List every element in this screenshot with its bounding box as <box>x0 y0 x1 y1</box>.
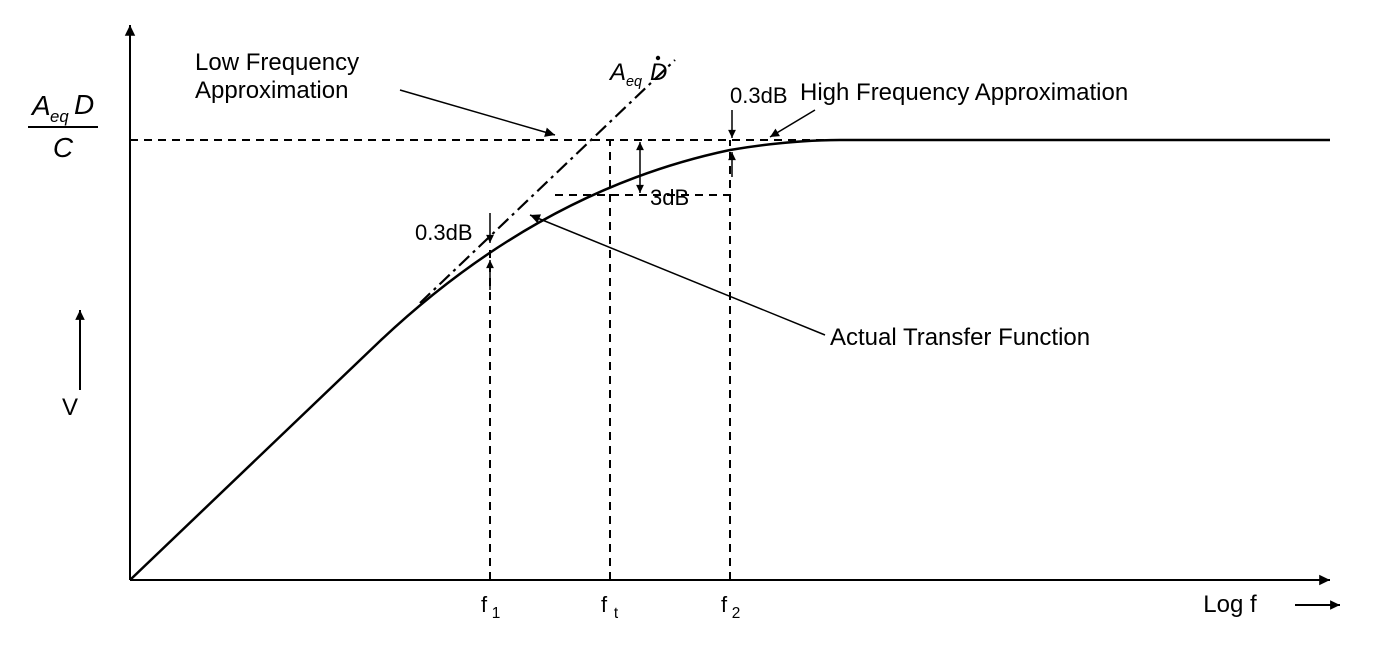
svg-text:A: A <box>608 59 626 86</box>
tick-label: ft <box>601 592 619 622</box>
svg-text:C: C <box>53 132 74 163</box>
svg-text:Actual Transfer Function: Actual Transfer Function <box>830 324 1090 351</box>
svg-text:D: D <box>650 59 667 86</box>
svg-text:D: D <box>74 89 94 120</box>
transfer-function-curve <box>130 140 1330 580</box>
svg-text:A: A <box>30 90 51 121</box>
svg-text:2: 2 <box>732 605 741 622</box>
svg-text:f: f <box>721 592 728 617</box>
svg-text:3dB: 3dB <box>650 185 689 210</box>
frequency-markers: f1ftf2 <box>481 140 740 622</box>
db-3: 3dB <box>636 142 689 210</box>
aeq-d-dot-label: Aeq D <box>608 56 667 90</box>
x-axis-label: Log f <box>1203 591 1340 618</box>
y-axis-variable: V <box>62 310 85 421</box>
svg-text:0.3dB: 0.3dB <box>415 220 473 245</box>
actual-transfer-label: Actual Transfer Function <box>530 214 1090 351</box>
axes <box>125 25 1330 585</box>
svg-text:eq: eq <box>50 107 69 126</box>
svg-text:0.3dB: 0.3dB <box>730 83 788 108</box>
y-axis-formula: Aeq DC <box>28 89 98 163</box>
low-frequency-label: Low FrequencyApproximation <box>195 49 555 137</box>
db-0p3-right: 0.3dB <box>728 83 787 177</box>
svg-text:f: f <box>481 592 488 617</box>
svg-text:t: t <box>614 605 619 622</box>
tick-label: f1 <box>481 592 500 622</box>
svg-text:High Frequency Approximation: High Frequency Approximation <box>800 79 1128 106</box>
svg-text:V: V <box>62 394 78 421</box>
svg-text:f: f <box>601 592 608 617</box>
svg-text:Log f: Log f <box>1203 591 1257 618</box>
svg-text:Approximation: Approximation <box>195 77 348 104</box>
svg-text:Low Frequency: Low Frequency <box>195 49 359 76</box>
high-frequency-label: High Frequency Approximation <box>770 79 1128 137</box>
svg-text:eq: eq <box>626 74 642 90</box>
low-frequency-asymptote <box>420 60 675 303</box>
svg-text:1: 1 <box>492 605 501 622</box>
tick-label: f2 <box>721 592 740 622</box>
